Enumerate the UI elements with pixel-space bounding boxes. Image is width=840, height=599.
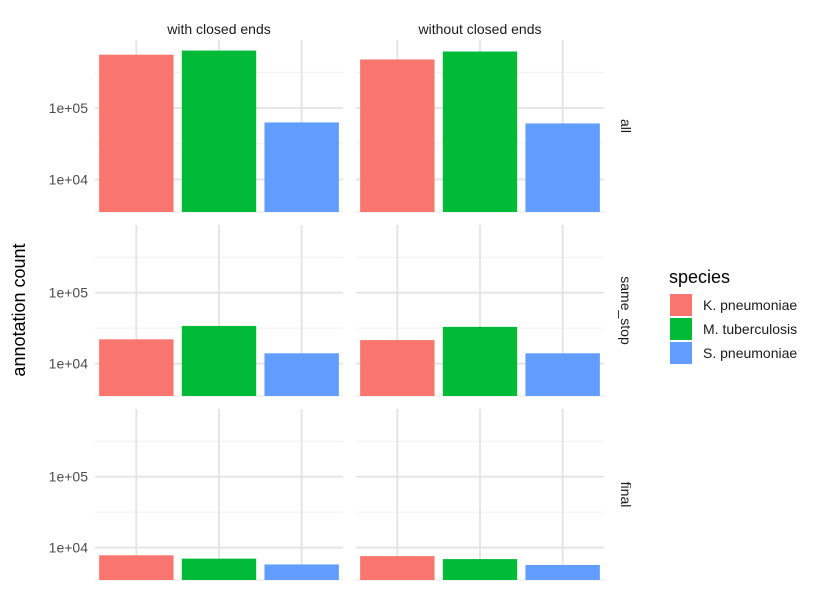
y-axis-title: annotation count [9,243,29,376]
bar-s-pneumoniae [525,123,600,212]
facet-row-label: same_stop [618,276,634,345]
legend-swatch [670,342,692,364]
bar-m-tuberculosis [181,50,257,213]
bar-k-pneumoniae [360,59,435,212]
bar-m-tuberculosis [442,51,518,213]
bar-m-tuberculosis [181,325,257,396]
bar-s-pneumoniae [264,564,339,580]
bar-k-pneumoniae [99,54,174,213]
y-tick-label: 1e+05 [49,100,89,116]
y-tick-label: 1e+04 [49,356,89,372]
facet-row-label: final [618,482,634,508]
facet-column-label: with closed ends [166,21,271,37]
bar-s-pneumoniae [264,122,339,212]
legend-title: species [669,267,730,287]
legend-label: M. tuberculosis [703,321,797,337]
legend-label: S. pneumoniae [703,345,797,361]
legend-swatch [670,294,692,316]
y-tick-label: 1e+04 [49,540,89,556]
y-tick-label: 1e+04 [49,171,89,187]
bar-s-pneumoniae [525,564,600,580]
bar-m-tuberculosis [442,326,518,396]
facet-row-label: all [618,119,634,133]
bar-m-tuberculosis [442,559,518,580]
legend-swatch [670,318,692,340]
y-tick-label: 1e+05 [49,285,89,301]
bar-m-tuberculosis [181,558,257,580]
bar-k-pneumoniae [99,339,174,396]
facet-column-label: without closed ends [418,21,542,37]
bar-s-pneumoniae [264,353,339,396]
bar-k-pneumoniae [99,555,174,580]
bar-k-pneumoniae [360,340,435,396]
y-tick-label: 1e+05 [49,469,89,485]
legend-label: K. pneumoniae [703,297,797,313]
bar-k-pneumoniae [360,556,435,580]
bar-s-pneumoniae [525,353,600,396]
